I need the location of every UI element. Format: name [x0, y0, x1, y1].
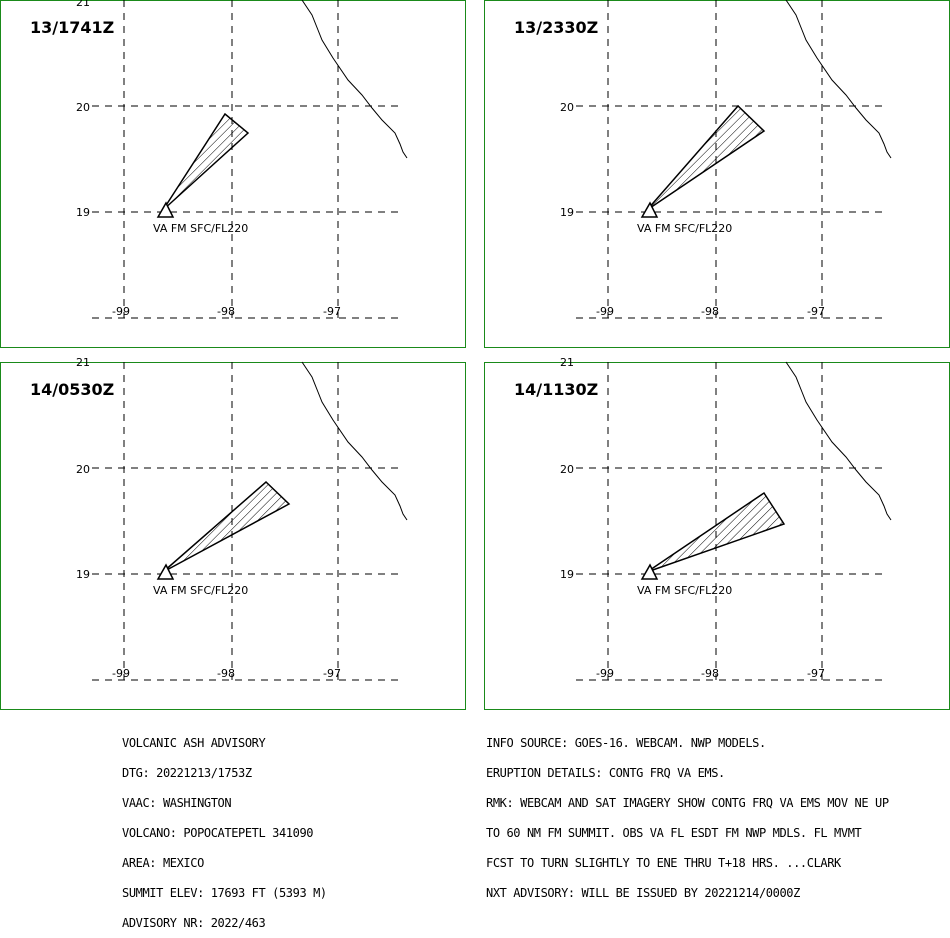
lat-tick-19: 19 [560, 568, 574, 581]
forecast-panel-4: 21 20 19 -99 -98 -97 14/1130Z VA FM SFC/… [484, 356, 950, 710]
advisory-remarks-text: INFO SOURCE: GOES-16. WEBCAM. NWP MODELS… [486, 718, 889, 908]
lon-tick-97: -97 [807, 667, 825, 680]
lon-tick-98: -98 [701, 305, 719, 318]
valid-time-label: 14/1130Z [514, 380, 599, 399]
axis-tick-labels: 20 19 -99 -98 -97 [560, 101, 825, 318]
map-canvas: 20 19 -99 -98 -97 [484, 0, 950, 348]
map-canvas: 21 20 19 -99 -98 -97 [484, 356, 950, 710]
axis-tick-labels: 21 20 19 -99 -98 -97 [560, 356, 825, 680]
lat-lon-grid [576, 0, 886, 319]
ash-plume-polygon [162, 480, 291, 573]
forecast-panel-1: 21 20 19 -99 -98 -97 13/1741Z VA FM SFC/… [0, 0, 466, 348]
lat-lon-grid [576, 362, 886, 681]
lat-tick-20: 20 [76, 463, 90, 476]
advisory-line: VAAC: WASHINGTON [122, 796, 232, 810]
coastline [785, 361, 892, 521]
triangle-volcano-icon [156, 563, 175, 580]
advisory-line: INFO SOURCE: GOES-16. WEBCAM. NWP MODELS… [486, 736, 766, 750]
advisory-line: TO 60 NM FM SUMMIT. OBS VA FL ESDT FM NW… [486, 826, 862, 840]
advisory-line: DTG: 20221213/1753Z [122, 766, 252, 780]
ash-plume-polygon [162, 112, 250, 211]
panel-frame [484, 0, 950, 348]
axis-tick-labels: 21 20 19 -99 -98 -97 [76, 0, 341, 318]
lat-tick-19: 19 [76, 568, 90, 581]
coastline [301, 0, 408, 159]
advisory-line: ERUPTION DETAILS: CONTG FRQ VA EMS. [486, 766, 725, 780]
ash-plume-polygon [646, 491, 786, 573]
valid-time-label: 13/2330Z [514, 18, 599, 37]
lat-tick-20: 20 [560, 101, 574, 114]
advisory-line: ADVISORY NR: 2022/463 [122, 916, 266, 930]
lat-tick-21: 21 [560, 356, 574, 369]
advisory-header-text: VOLCANIC ASH ADVISORY DTG: 20221213/1753… [122, 718, 327, 938]
va-level-label: VA FM SFC/FL220 [637, 222, 733, 235]
panel-frame [0, 0, 466, 348]
lon-tick-98: -98 [217, 305, 235, 318]
advisory-line: SUMMIT ELEV: 17693 FT (5393 M) [122, 886, 327, 900]
va-level-label: VA FM SFC/FL220 [153, 584, 249, 597]
lon-tick-98: -98 [217, 667, 235, 680]
va-level-label: VA FM SFC/FL220 [153, 222, 249, 235]
lon-tick-97: -97 [807, 305, 825, 318]
triangle-volcano-icon [640, 563, 659, 580]
axis-tick-labels: 21 20 19 -99 -98 -97 [76, 356, 341, 680]
advisory-line: RMK: WEBCAM AND SAT IMAGERY SHOW CONTG F… [486, 796, 889, 810]
lat-tick-20: 20 [76, 101, 90, 114]
lon-tick-99: -99 [596, 305, 614, 318]
lat-tick-20: 20 [560, 463, 574, 476]
lon-tick-99: -99 [112, 305, 130, 318]
panel-frame [0, 362, 466, 710]
lon-tick-99: -99 [596, 667, 614, 680]
map-canvas: 21 20 19 -99 -98 -97 [0, 356, 466, 710]
ash-plume-polygon [646, 104, 766, 211]
lat-tick-19: 19 [76, 206, 90, 219]
lon-tick-98: -98 [701, 667, 719, 680]
lon-tick-97: -97 [323, 305, 341, 318]
lat-lon-grid [92, 0, 402, 319]
valid-time-label: 13/1741Z [30, 18, 115, 37]
lat-tick-21: 21 [76, 356, 90, 369]
advisory-line: NXT ADVISORY: WILL BE ISSUED BY 20221214… [486, 886, 800, 900]
forecast-panel-3: 21 20 19 -99 -98 -97 14/0530Z VA FM SFC/… [0, 356, 466, 710]
valid-time-label: 14/0530Z [30, 380, 115, 399]
triangle-volcano-icon [640, 201, 659, 218]
va-level-label: VA FM SFC/FL220 [637, 584, 733, 597]
advisory-line: VOLCANO: POPOCATEPETL 341090 [122, 826, 314, 840]
lat-tick-21: 21 [76, 0, 90, 9]
advisory-line: FCST TO TURN SLIGHTLY TO ENE THRU T+18 H… [486, 856, 841, 870]
forecast-panel-2: 20 19 -99 -98 -97 13/2330Z VA FM SFC/FL2… [484, 0, 950, 348]
lat-tick-19: 19 [560, 206, 574, 219]
advisory-line: VOLCANIC ASH ADVISORY [122, 736, 266, 750]
lon-tick-97: -97 [323, 667, 341, 680]
advisory-line: AREA: MEXICO [122, 856, 204, 870]
triangle-volcano-icon [156, 201, 175, 218]
coastline [301, 361, 408, 521]
lon-tick-99: -99 [112, 667, 130, 680]
map-canvas: 21 20 19 -99 -98 -97 [0, 0, 466, 348]
coastline [785, 0, 892, 159]
